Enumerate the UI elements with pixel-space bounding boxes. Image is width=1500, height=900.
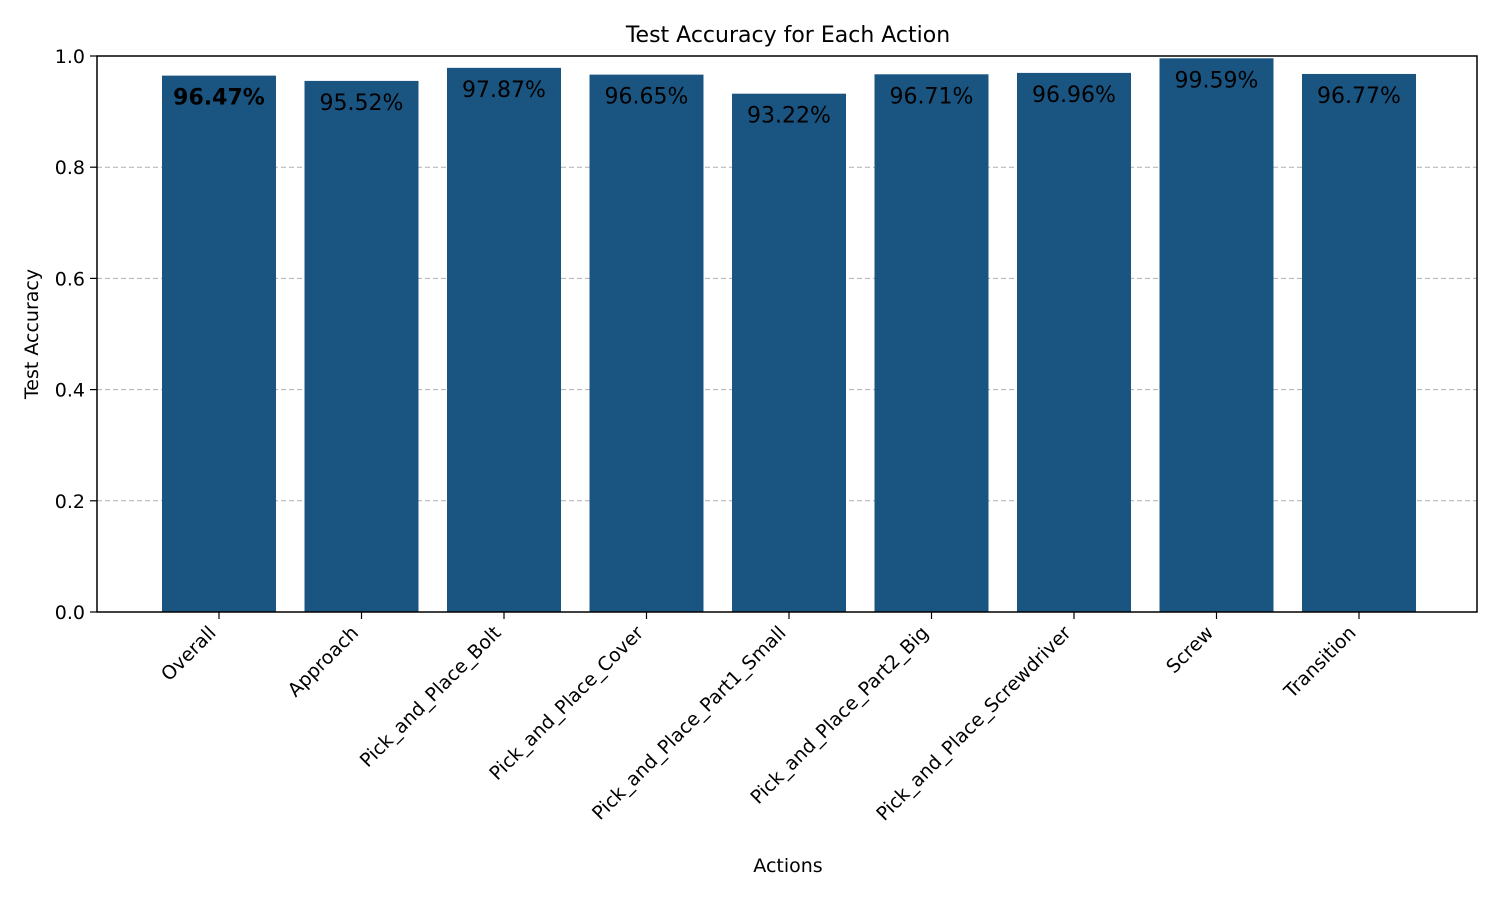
- data-label: 96.77%: [1317, 84, 1401, 109]
- bars: [162, 58, 1416, 613]
- y-tick-label: 0.2: [55, 491, 85, 513]
- data-labels: 96.47% 95.52% 97.87% 96.65% 93.22% 96.71% 96.9…: [173, 68, 1401, 128]
- y-tick-label: 0.8: [55, 157, 85, 179]
- data-label: 99.59%: [1175, 68, 1259, 93]
- chart-title: Test Accuracy for Each Action: [625, 23, 950, 48]
- y-axis-label: Test Accuracy: [21, 269, 43, 400]
- data-label: 93.22%: [747, 104, 831, 129]
- bar: [447, 67, 561, 613]
- x-tick-label: Transition: [1279, 622, 1360, 703]
- bar: [162, 75, 276, 612]
- x-tick-label: Overall: [157, 622, 221, 686]
- data-label: 96.96%: [1032, 83, 1116, 108]
- y-tick-label: 0.4: [55, 380, 85, 402]
- data-label: 96.71%: [890, 84, 974, 109]
- x-tick-label: Pick_and_Place_Cover: [485, 622, 648, 785]
- data-label: 96.47%: [173, 86, 265, 111]
- y-tick-label: 1.0: [55, 46, 85, 68]
- bar: [1302, 73, 1416, 612]
- data-label: 95.52%: [320, 91, 404, 116]
- bar: [874, 74, 989, 612]
- x-tick-label: Screw: [1162, 622, 1218, 678]
- x-axis-label: Actions: [753, 855, 822, 877]
- x-tick-label: Pick_and_Place_Bolt: [356, 622, 506, 772]
- bar: [589, 74, 704, 613]
- bar: [1159, 58, 1274, 612]
- bar: [304, 80, 419, 612]
- y-tick-label: 0.0: [55, 602, 85, 624]
- data-label: 97.87%: [462, 78, 546, 103]
- y-axis-ticks: 0.0 0.2 0.4 0.6 0.8 1.0: [55, 46, 97, 624]
- y-tick-label: 0.6: [55, 268, 85, 290]
- plot-frame: [96, 55, 1478, 613]
- bar: [1017, 72, 1131, 612]
- bar: [732, 93, 846, 613]
- x-tick-label: Approach: [284, 622, 363, 701]
- data-label: 96.65%: [605, 85, 689, 110]
- x-axis-ticks: Overall ApproachPick_and_Place_BoltPick_a…: [157, 612, 1361, 825]
